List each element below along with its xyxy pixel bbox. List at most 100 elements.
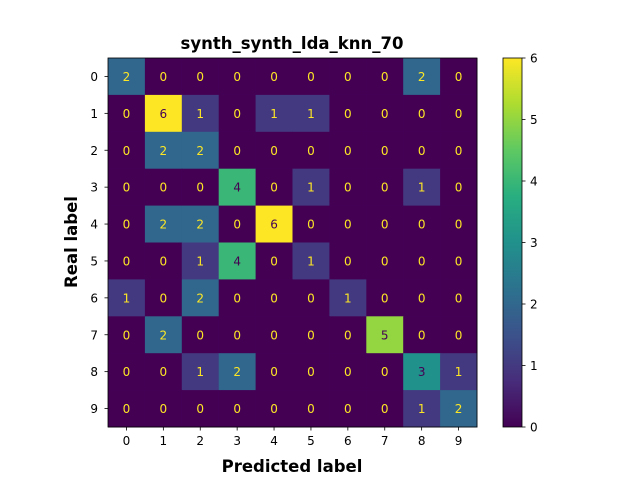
x-tick-label-7: 7 [381,434,389,448]
cell-value-r1-c3: 0 [233,107,241,121]
heatmap-cell-r5-c8 [403,242,441,280]
heatmap-cell-r3-c7 [366,168,404,207]
heatmap-cell-r2-c4 [255,131,293,170]
cell-value-r3-c1: 0 [160,181,168,195]
heatmap-cell-r2-c1 [144,131,183,170]
heatmap-cell-r7-c9 [440,316,478,354]
heatmap-cell-r5-c6 [329,242,367,280]
heatmap-cell-r4-c5 [292,205,330,243]
heatmap-cell-r2-c5 [292,131,330,170]
cell-value-r4-c9: 0 [455,218,463,232]
heatmap-cell-r3-c3 [218,168,257,207]
cell-value-r2-c1: 2 [160,144,168,158]
colorbar-tick-label-3: 3 [530,236,538,250]
cell-value-r9-c6: 0 [344,402,352,416]
cell-value-r8-c9: 1 [455,365,463,379]
heatmap-cell-r5-c9 [440,242,478,280]
cell-value-r6-c7: 0 [381,291,389,305]
cell-value-r5-c2: 1 [196,254,204,268]
x-tick-label-2: 2 [196,434,204,448]
cell-value-r6-c6: 1 [344,291,352,305]
heatmap-cell-r5-c3 [218,242,257,280]
cell-value-r2-c6: 0 [344,144,352,158]
cell-value-r1-c8: 0 [418,107,426,121]
cell-value-r7-c9: 0 [455,328,463,342]
heatmap-cell-r8-c2 [181,353,220,391]
heatmap-cell-r9-c9 [440,390,478,428]
x-tick-label-3: 3 [233,434,241,448]
cell-value-r9-c8: 1 [418,402,426,416]
heatmap-cell-r5-c0 [108,242,146,280]
cell-value-r1-c5: 1 [307,107,315,121]
heatmap-cell-r7-c5 [292,316,330,354]
cell-value-r3-c3: 4 [233,181,241,195]
heatmap-cell-r3-c2 [181,168,220,207]
cell-value-r9-c1: 0 [160,402,168,416]
heatmap-cell-r3-c6 [329,168,367,207]
heatmap-cell-r2-c3 [218,131,257,170]
cell-value-r7-c0: 0 [123,328,131,342]
colorbar-tick-label-1: 1 [530,359,538,373]
cell-value-r4-c1: 2 [160,218,168,232]
x-tick-label-0: 0 [123,434,131,448]
cell-value-r4-c2: 2 [196,218,204,232]
cell-value-r0-c5: 0 [307,70,315,84]
heatmap-cell-r8-c1 [144,353,183,391]
y-tick-label-6: 6 [90,291,98,305]
heatmap-cell-r8-c9 [440,353,478,391]
cell-value-r3-c7: 0 [381,181,389,195]
cell-value-r9-c9: 2 [455,402,463,416]
heatmap-cell-r9-c3 [218,390,257,428]
heatmap-cell-r4-c2 [181,205,220,243]
cell-value-r2-c2: 2 [196,144,204,158]
cell-value-r6-c8: 0 [418,291,426,305]
heatmap-cell-r1-c4 [255,94,293,133]
cell-value-r1-c4: 1 [270,107,278,121]
y-tick-label-2: 2 [90,144,98,158]
x-tick-label-4: 4 [270,434,278,448]
cell-value-r5-c9: 0 [455,254,463,268]
cell-value-r4-c0: 0 [123,218,131,232]
heatmap-cell-r4-c1 [144,205,183,243]
heatmap-cell-r9-c0 [108,390,146,428]
heatmap-cell-r3-c1 [144,168,183,207]
x-tick-label-8: 8 [418,434,426,448]
heatmap-cell-r7-c4 [255,316,293,354]
heatmap-cell-r6-c3 [218,279,257,317]
cell-value-r2-c0: 0 [123,144,131,158]
heatmap-cell-r6-c0 [108,279,146,317]
heatmap-cell-r5-c7 [366,242,404,280]
heatmap-cell-r6-c6 [329,279,367,317]
heatmap-cell-r8-c5 [292,353,330,391]
heatmap-cell-r7-c7 [366,316,404,354]
colorbar-tick-label-5: 5 [530,113,538,127]
colorbar-tick-label-6: 6 [530,52,538,66]
heatmap-cell-r8-c8 [403,353,441,391]
heatmap-cell-r7-c8 [403,316,441,354]
heatmap-cell-r9-c2 [181,390,220,428]
y-tick-label-3: 3 [90,181,98,195]
cell-value-r4-c5: 0 [307,218,315,232]
cell-value-r9-c4: 0 [270,402,278,416]
cell-value-r8-c4: 0 [270,365,278,379]
heatmap-cell-r6-c8 [403,279,441,317]
heatmap-cell-r0-c6 [329,58,367,96]
heatmap-cell-r6-c2 [181,279,220,317]
heatmap-cell-r6-c7 [366,279,404,317]
cell-value-r8-c3: 2 [233,365,241,379]
cell-value-r9-c2: 0 [196,402,204,416]
heatmap-cell-r7-c6 [329,316,367,354]
heatmap-cell-r6-c1 [144,279,183,317]
heatmap-cell-r0-c0 [108,58,146,96]
cell-value-r8-c8: 3 [418,365,426,379]
heatmap-cell-r9-c6 [329,390,367,428]
cell-value-r5-c5: 1 [307,254,315,268]
heatmap-cell-r1-c3 [218,94,257,133]
cell-value-r3-c8: 1 [418,181,426,195]
heatmap-cell-r9-c1 [144,390,183,428]
cell-value-r3-c6: 0 [344,181,352,195]
cell-value-r6-c5: 0 [307,291,315,305]
heatmap-cell-r7-c0 [108,316,146,354]
heatmap-cell-r7-c1 [144,316,183,354]
